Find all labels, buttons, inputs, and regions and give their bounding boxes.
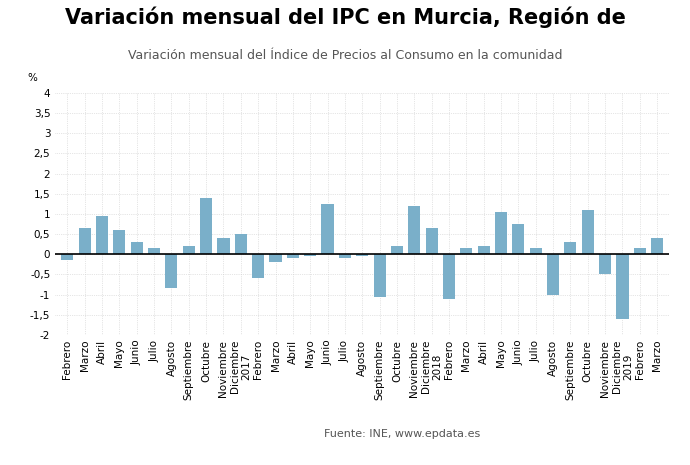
Bar: [130, 242, 143, 254]
Bar: [183, 246, 195, 254]
Bar: [477, 246, 490, 254]
Bar: [408, 206, 420, 254]
Bar: [235, 234, 247, 254]
Bar: [443, 254, 455, 299]
Bar: [512, 224, 524, 254]
Bar: [530, 248, 542, 254]
Text: Variación mensual del IPC en Murcia, Región de: Variación mensual del IPC en Murcia, Reg…: [65, 7, 625, 28]
Bar: [79, 228, 91, 254]
Bar: [426, 228, 437, 254]
Bar: [166, 254, 177, 288]
Bar: [61, 254, 73, 260]
Bar: [304, 254, 316, 256]
Bar: [287, 254, 299, 258]
Bar: [547, 254, 559, 294]
Bar: [616, 254, 629, 319]
Bar: [651, 238, 663, 254]
Bar: [582, 210, 594, 254]
Bar: [495, 212, 507, 254]
Bar: [599, 254, 611, 274]
Bar: [113, 230, 126, 254]
Bar: [148, 248, 160, 254]
Bar: [200, 198, 213, 254]
Bar: [96, 216, 108, 254]
Bar: [373, 254, 386, 297]
Bar: [460, 248, 473, 254]
Bar: [356, 254, 368, 256]
Text: %: %: [28, 73, 37, 83]
Bar: [564, 242, 576, 254]
Bar: [633, 248, 646, 254]
Bar: [217, 238, 230, 254]
Text: Fuente: INE, www.epdata.es: Fuente: INE, www.epdata.es: [324, 429, 480, 439]
Bar: [339, 254, 351, 258]
Bar: [391, 246, 403, 254]
Bar: [252, 254, 264, 279]
Bar: [322, 204, 334, 254]
Bar: [269, 254, 282, 262]
Text: Variación mensual del Índice de Precios al Consumo en la comunidad: Variación mensual del Índice de Precios …: [128, 49, 562, 62]
